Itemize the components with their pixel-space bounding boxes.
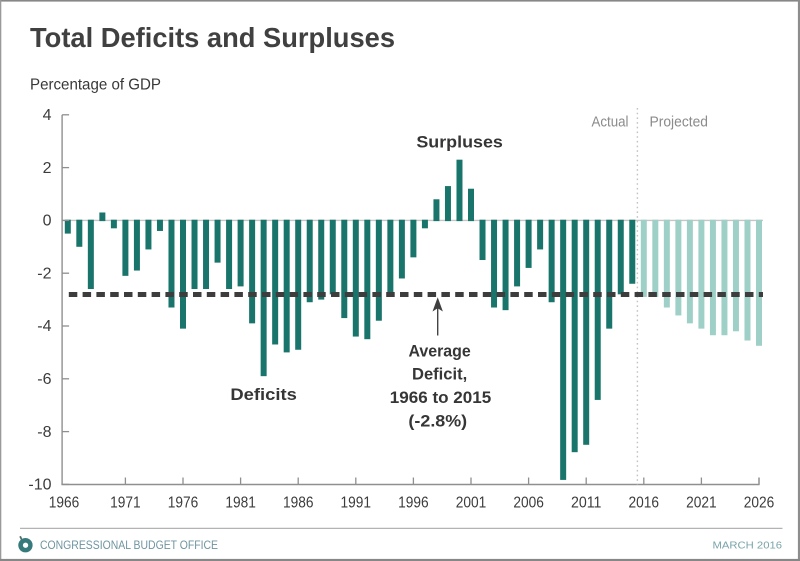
svg-text:1981: 1981: [225, 495, 256, 512]
svg-text:Percentage of GDP: Percentage of GDP: [30, 77, 161, 94]
svg-text:4: 4: [43, 107, 52, 124]
svg-text:CONGRESSIONAL BUDGET OFFICE: CONGRESSIONAL BUDGET OFFICE: [40, 538, 218, 552]
svg-text:-10: -10: [28, 477, 51, 494]
svg-text:1991: 1991: [341, 495, 372, 512]
svg-text:Actual: Actual: [592, 115, 629, 131]
svg-text:1971: 1971: [110, 495, 141, 512]
svg-text:(-2.8%): (-2.8%): [408, 412, 467, 430]
svg-text:Surpluses: Surpluses: [416, 133, 503, 151]
svg-text:2001: 2001: [456, 495, 487, 512]
svg-text:Projected: Projected: [650, 115, 709, 131]
svg-text:Deficits: Deficits: [230, 386, 297, 404]
svg-text:2016: 2016: [629, 495, 660, 512]
svg-text:2026: 2026: [744, 495, 775, 512]
svg-text:2011: 2011: [571, 495, 602, 512]
svg-text:Deficit,: Deficit,: [412, 366, 467, 384]
svg-text:-8: -8: [37, 424, 51, 441]
svg-text:1986: 1986: [283, 495, 314, 512]
svg-text:MARCH 2016: MARCH 2016: [713, 541, 783, 552]
svg-text:2021: 2021: [686, 495, 717, 512]
svg-text:Average: Average: [408, 342, 470, 360]
svg-text:1966 to 2015: 1966 to 2015: [390, 389, 492, 407]
svg-text:1996: 1996: [398, 495, 429, 512]
svg-text:Total Deficits and Surpluses: Total Deficits and Surpluses: [30, 22, 395, 53]
svg-text:2: 2: [43, 160, 52, 177]
svg-text:2006: 2006: [513, 495, 544, 512]
svg-text:1966: 1966: [49, 495, 80, 512]
svg-text:-4: -4: [37, 318, 51, 335]
svg-text:1976: 1976: [168, 495, 199, 512]
svg-text:-6: -6: [37, 371, 51, 388]
svg-text:0: 0: [43, 213, 52, 230]
svg-text:-2: -2: [37, 265, 51, 282]
